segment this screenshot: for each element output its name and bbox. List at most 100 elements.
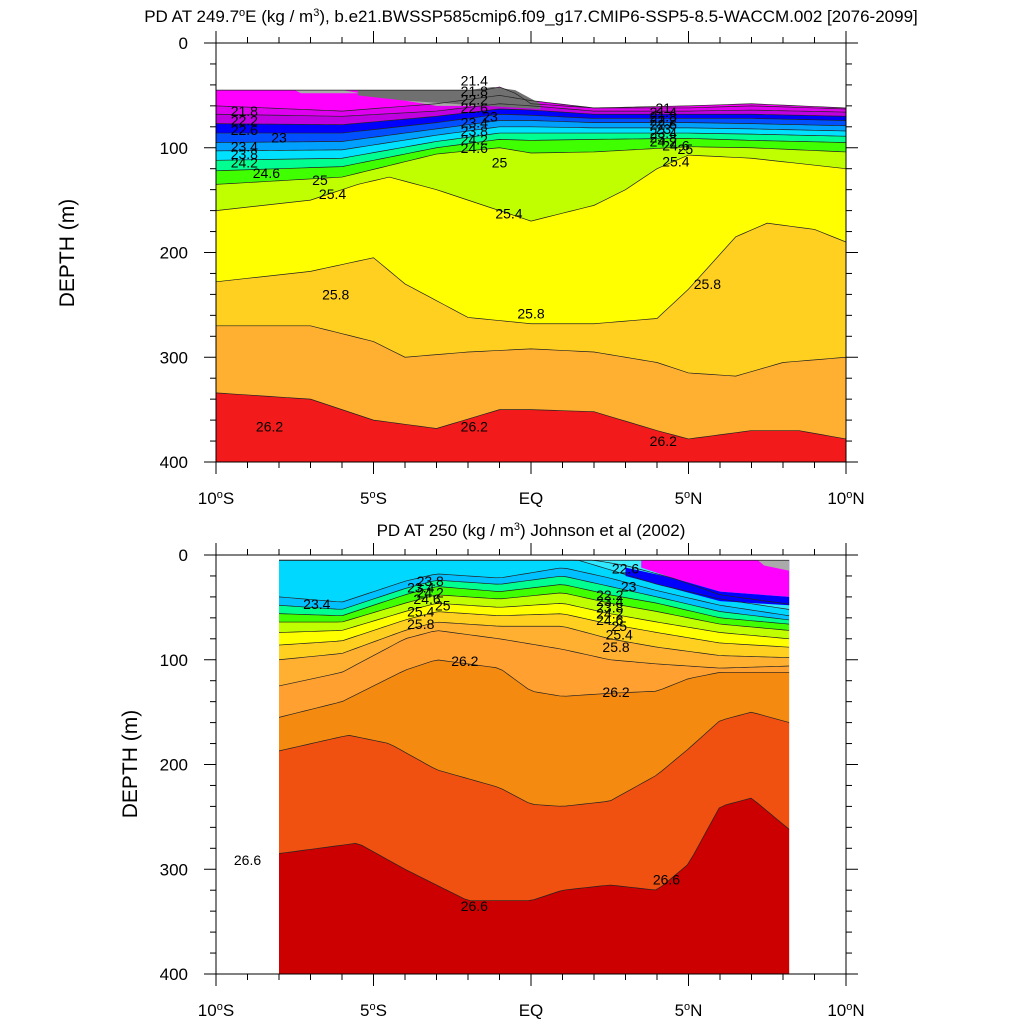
contour-line (279, 602, 790, 640)
contour-line (216, 222, 846, 325)
contour-label: 25.8 (322, 286, 349, 302)
contour-line (216, 113, 846, 134)
contour-label: 23.4 (596, 593, 623, 609)
contour-label: 21.4 (461, 73, 488, 89)
contour-label: 24.6 (253, 165, 280, 181)
contour-line (279, 711, 790, 807)
contour-line (279, 584, 790, 625)
contour-band (216, 138, 846, 185)
contour-label: 25.8 (407, 616, 434, 632)
contour-label: 22.2 (231, 113, 258, 129)
contour-band (216, 133, 846, 171)
contour-line (279, 592, 790, 631)
contour-label: 24.6 (662, 138, 689, 154)
contour-label: 21.8 (231, 103, 258, 119)
contour-band (216, 114, 846, 143)
contour-label: 26.6 (653, 872, 680, 888)
contour-band-bottom (279, 798, 790, 974)
panel-bottom: PD AT 250 (kg / m3) Johnson et al (2002)… (119, 521, 865, 1020)
contour-label: 25 (678, 141, 694, 157)
contour-label: 23.4 (231, 139, 258, 155)
contour-label: 25.4 (407, 604, 434, 620)
contour-fills (279, 559, 790, 974)
contour-label: 24.2 (417, 585, 444, 601)
surface-line (216, 86, 846, 109)
contour-label: 25 (492, 154, 508, 170)
contour-line (216, 126, 846, 152)
contour-label: 24.6 (596, 612, 623, 628)
contour-region (625, 567, 790, 606)
contour-label: 23.8 (231, 146, 258, 162)
contour-band (279, 592, 790, 639)
contour-label: 25.4 (319, 186, 346, 202)
contour-band (279, 584, 790, 631)
contour-label: 23 (271, 129, 287, 145)
y-tick-label: 400 (160, 965, 188, 984)
contour-line (216, 132, 846, 161)
contour-label: 24.2 (231, 154, 258, 170)
contour-band (216, 120, 846, 151)
contour-band (279, 660, 790, 807)
contour-band (216, 155, 846, 324)
contour-region (757, 560, 790, 571)
x-tick-label: 10oS (198, 489, 234, 508)
contour-band (279, 712, 790, 901)
contour-label: 24.6 (413, 591, 440, 607)
contour-label: 25 (611, 618, 627, 634)
contour-line (216, 95, 846, 112)
x-tick-label: 10oN (827, 489, 864, 508)
contour-label: 26.2 (650, 433, 677, 449)
contour-band (216, 325, 846, 439)
x-tick-label: 10oN (827, 1001, 864, 1020)
panel-top-y-axis-label: DEPTH (m) (56, 199, 79, 308)
contour-label: 24.6 (461, 140, 488, 156)
x-tick-label: EQ (519, 1001, 544, 1020)
contour-line (279, 621, 790, 661)
y-tick-label: 0 (179, 546, 188, 565)
contour-label: 22.6 (612, 561, 639, 577)
panel-bottom-y-axis-label: DEPTH (m) (119, 710, 142, 819)
contour-label: 25.8 (694, 276, 721, 292)
contour-label: 25.8 (602, 639, 629, 655)
contour-label: 25 (435, 597, 451, 613)
contour-band-bottom (216, 392, 846, 462)
contour-line (216, 120, 846, 143)
contour-fills (216, 86, 846, 462)
contour-band (216, 126, 846, 161)
contour-label: 23.4 (650, 125, 677, 141)
y-tick-label: 200 (160, 244, 188, 263)
contour-label: 23.4 (303, 596, 330, 612)
contour-label: 24.2 (596, 606, 623, 622)
contour-label: 25 (312, 172, 328, 188)
contour-label: 25.4 (495, 206, 522, 222)
x-tick-label: 5oN (675, 1001, 703, 1020)
contour-label: 22.6 (231, 122, 258, 138)
panel-top-plot-area: 21.421.822.222.62323.423.824.224.621.822… (160, 31, 865, 508)
panel-top-title: PD AT 249.7oE (kg / m3), b.e21.BWSSP585c… (144, 7, 918, 26)
contour-line (279, 630, 790, 687)
contour-band (279, 603, 790, 648)
contour-line (279, 575, 790, 621)
contour-band (216, 223, 846, 377)
panel-top: PD AT 249.7oE (kg / m3), b.e21.BWSSP585c… (56, 7, 918, 508)
contour-line (279, 611, 790, 648)
contour-label: 24.2 (461, 131, 488, 147)
contour-band (216, 146, 846, 222)
contour-label: 21.8 (650, 108, 677, 124)
contour-label: 21.4 (650, 104, 677, 120)
y-tick-label: 400 (160, 453, 188, 472)
contour-label: 26.6 (234, 852, 261, 868)
y-tick-label: 300 (160, 348, 188, 367)
contour-label: 23.8 (461, 123, 488, 139)
panel-bottom-plot-area: 23.823.424.224.62525.425.823.422.62322.2… (160, 543, 865, 1020)
x-tick-label: 5oS (360, 489, 387, 508)
contour-label: 23 (621, 578, 637, 594)
contour-label: 26.2 (451, 653, 478, 669)
contour-label: 26.6 (461, 898, 488, 914)
contour-label: 23.4 (407, 579, 434, 595)
contour-line (216, 103, 846, 117)
contour-label: 21 (656, 100, 672, 116)
contour-label: 24.2 (650, 133, 677, 149)
contour-band (216, 103, 846, 125)
